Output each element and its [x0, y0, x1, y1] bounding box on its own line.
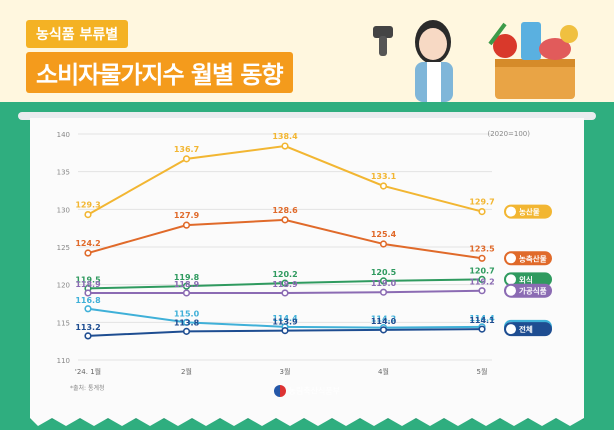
x-tick-label: 2월: [181, 367, 192, 376]
data-label: 114.4: [469, 314, 495, 323]
chart-card: 110 115 120 125 130 135 140 (2020=100) '24. 1월 2월…: [30, 118, 584, 418]
data-point: [379, 288, 388, 296]
legend-pill: [504, 322, 552, 337]
data-point: [478, 207, 486, 216]
total-icon: [506, 324, 516, 335]
leaf-icon: [506, 206, 516, 217]
dining-icon: [506, 274, 516, 285]
legend-label: 농축산물: [519, 253, 547, 263]
data-point: [281, 216, 289, 224]
data-label: 119.0: [371, 279, 397, 288]
data-label: 119.8: [174, 273, 200, 282]
data-label: 118.9: [174, 280, 200, 289]
data-point: [379, 182, 388, 190]
shopper-illustration-icon: [373, 20, 578, 102]
x-tick-label: '24. 1월: [75, 367, 101, 376]
legend-label: 외식: [519, 274, 533, 284]
data-label: 120.2: [272, 270, 297, 279]
series-line: [87, 218, 483, 260]
data-label: 113.2: [75, 323, 100, 332]
footer: 농림축산식품부: [0, 385, 614, 397]
data-label: 120.7: [469, 266, 494, 275]
data-label: 114.0: [371, 317, 397, 326]
page-title: 소비자물가지수 월별 동향: [26, 52, 293, 93]
header-tag: 농식품 부류별: [26, 20, 129, 48]
y-tick-label: 115: [57, 319, 70, 327]
data-point: [281, 327, 289, 335]
x-tick-label: 5월: [477, 367, 488, 376]
legend-label: 농산물: [519, 207, 540, 217]
paper-rod: [18, 112, 596, 120]
y-tick-label: 140: [57, 131, 70, 139]
data-label: 125.4: [371, 230, 397, 239]
data-label: 133.1: [371, 172, 397, 181]
legend-pill: [504, 283, 552, 298]
source-note: *출처: 통계청: [70, 384, 105, 392]
data-label: 114.4: [272, 314, 298, 323]
data-label: 115.0: [174, 309, 200, 318]
x-tick-label: 3월: [280, 367, 291, 376]
cow-icon: [506, 253, 516, 264]
data-label: 129.3: [75, 201, 100, 210]
data-label: 136.7: [174, 145, 199, 154]
data-label: 123.5: [469, 244, 495, 253]
data-point: [84, 305, 92, 313]
ministry-logo-icon: [273, 385, 286, 397]
data-label: 113.8: [174, 318, 200, 327]
data-point: [478, 325, 486, 333]
legend-pill: [504, 272, 552, 287]
data-point: [182, 155, 191, 163]
unit-note: (2020=100): [487, 130, 530, 138]
y-tick-label: 110: [57, 357, 70, 365]
y-tick-label: 125: [57, 244, 70, 252]
data-point: [182, 282, 191, 290]
data-label: 120.5: [371, 268, 397, 277]
data-point: [281, 279, 289, 287]
data-point: [379, 277, 388, 285]
data-point: [379, 240, 388, 248]
data-label: 124.2: [75, 239, 100, 248]
data-label: 113.9: [272, 318, 298, 327]
x-tick-label: 4월: [378, 367, 389, 376]
data-label: 119.2: [469, 278, 494, 287]
y-tick-label: 120: [57, 282, 70, 290]
data-point: [182, 221, 191, 229]
data-label: 138.4: [272, 132, 298, 141]
torn-edge: [30, 412, 584, 426]
data-point: [182, 327, 191, 335]
y-tick-label: 130: [57, 206, 70, 214]
data-point: [84, 211, 92, 219]
data-label: 127.9: [174, 211, 200, 220]
data-label: 118.9: [75, 280, 101, 289]
legend-pill: [504, 204, 552, 219]
header-area: 농식품 부류별 소비자물가지수 월별 동향: [0, 0, 614, 102]
line-chart: 110 115 120 125 130 135 140 (2020=100) '24. 1월 2월…: [57, 130, 552, 392]
data-point: [478, 287, 486, 295]
legend-label: 가공식품: [519, 286, 547, 296]
data-point: [379, 326, 388, 334]
series-line: [87, 145, 483, 216]
data-point: [182, 289, 191, 297]
data-label: 118.9: [272, 280, 298, 289]
y-tick-label: 135: [57, 169, 70, 177]
data-point: [182, 318, 191, 326]
data-point: [478, 275, 486, 283]
can-icon: [506, 285, 516, 296]
legend-label: 전체: [519, 324, 533, 334]
data-label: 119.5: [75, 275, 101, 284]
data-point: [281, 142, 289, 150]
data-label: 114.1: [469, 316, 495, 325]
data-point: [281, 289, 289, 297]
data-label: 128.6: [272, 206, 298, 215]
data-point: [84, 332, 92, 340]
data-point: [478, 254, 486, 262]
data-point: [84, 249, 92, 257]
legend-pill: [504, 251, 552, 266]
data-point: [84, 289, 92, 297]
data-label: 114.3: [371, 315, 396, 324]
ministry-name: 농림축산식품부: [288, 386, 341, 396]
data-label: 129.7: [469, 198, 494, 207]
data-label: 116.8: [75, 296, 101, 305]
